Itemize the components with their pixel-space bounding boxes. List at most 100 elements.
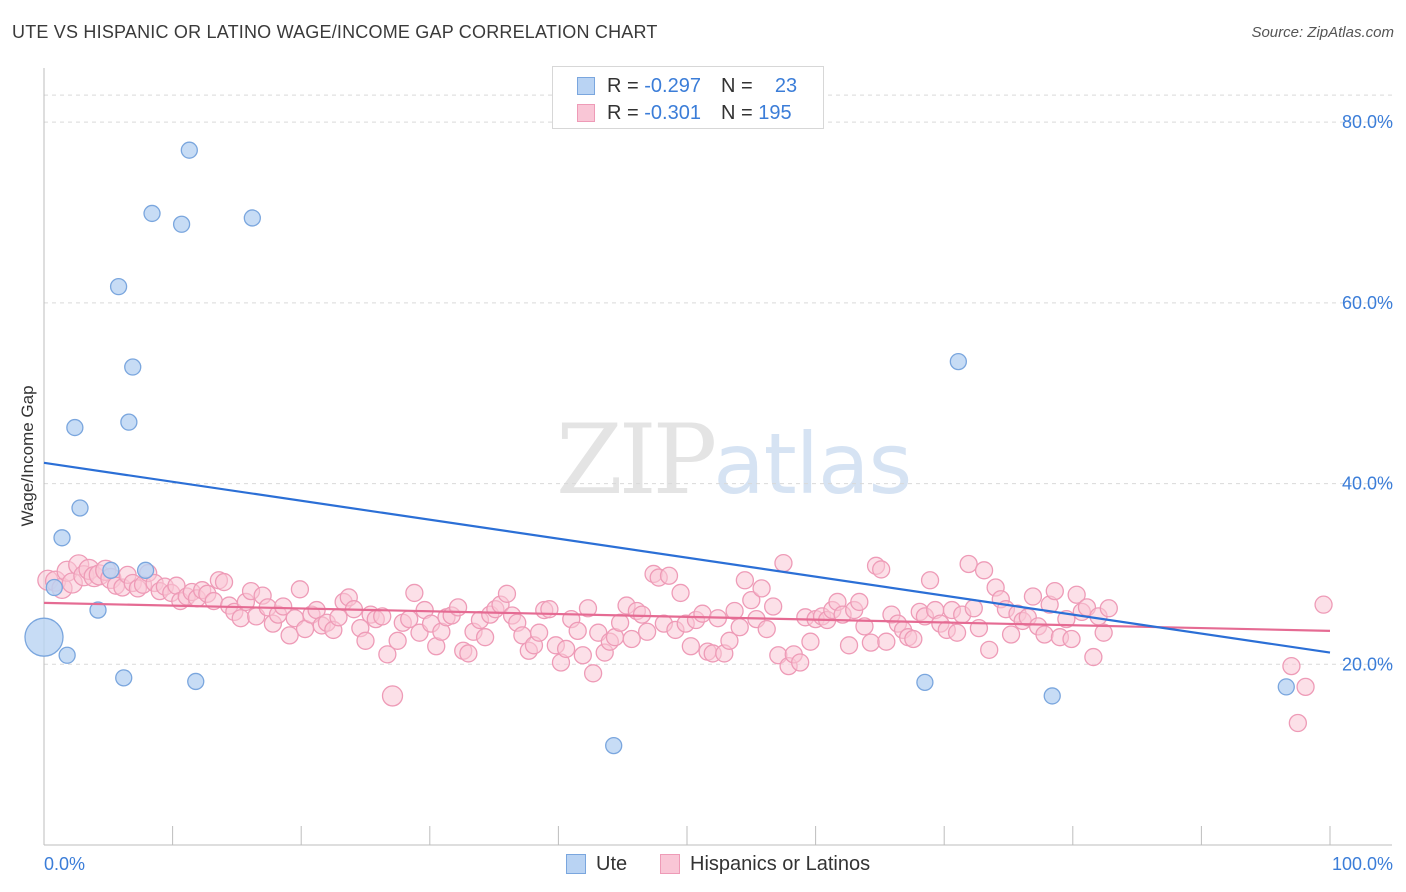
ute-point <box>172 215 191 233</box>
hispanic-point <box>1314 595 1333 614</box>
bottom-swatch-hispanic <box>660 854 680 874</box>
hispanic-point <box>610 613 630 632</box>
hispanic-point <box>742 590 761 610</box>
hispanic-point <box>720 631 739 650</box>
hispanic-point <box>947 623 967 642</box>
legend-r-value: -0.301 <box>644 101 701 124</box>
hispanic-point <box>801 632 820 651</box>
ute-point <box>109 277 128 296</box>
ute-point <box>45 578 63 597</box>
hispanic-point <box>632 605 652 624</box>
hispanic-point <box>774 553 793 573</box>
x-tick-label: 100.0% <box>1332 854 1393 874</box>
y-tick-label: 20.0% <box>1342 654 1393 674</box>
hispanic-points <box>37 553 1333 733</box>
hispanic-point <box>1067 585 1086 604</box>
bottom-legend-ute: Ute <box>566 852 627 876</box>
ute-point <box>120 413 138 431</box>
bottom-legend-hispanic: Hispanics or Latinos <box>660 852 870 876</box>
hispanic-point <box>980 640 999 659</box>
hispanic-point <box>791 653 810 672</box>
hispanic-point <box>861 633 881 652</box>
legend-r-value: -0.297 <box>644 74 701 97</box>
hispanic-point <box>459 644 478 663</box>
bottom-legend-ute-label: Ute <box>596 852 628 875</box>
legend-n-value: 23 <box>774 74 798 97</box>
hispanic-point <box>920 571 940 590</box>
hispanic-point <box>1099 599 1118 618</box>
hispanic-point <box>280 626 299 645</box>
hispanic-point <box>735 571 755 590</box>
hispanic-point <box>877 632 896 651</box>
trend-lines <box>43 461 1331 654</box>
hispanic-point <box>274 597 293 616</box>
ute-point <box>24 617 64 657</box>
hispanic-point <box>373 607 392 626</box>
hispanic-point <box>583 664 603 683</box>
ute-point <box>180 141 198 159</box>
legend-r-label: R = <box>607 101 639 124</box>
legend-row-ute: R = -0.297 N = 23 <box>577 75 797 97</box>
legend-row-hispanic: R = -0.301 N = 195 <box>577 102 792 124</box>
hispanic-point <box>904 629 923 649</box>
legend-n-label: N = <box>720 101 753 124</box>
ute-point <box>58 646 76 664</box>
hispanic-point <box>356 631 375 650</box>
ute-point <box>124 358 142 376</box>
ute-point <box>136 561 155 579</box>
ute-point <box>187 672 205 691</box>
watermark-zip: ZIP <box>556 404 717 516</box>
hispanic-point <box>622 629 641 649</box>
bottom-legend-hispanic-label: Hispanics or Latinos <box>690 852 871 875</box>
hispanic-point <box>725 601 744 621</box>
y-tick-label: 60.0% <box>1342 293 1393 313</box>
hispanic-point <box>529 623 549 642</box>
hispanic-point <box>855 617 874 636</box>
ute-point <box>243 209 261 227</box>
chart-title: UTE VS HISPANIC OR LATINO WAGE/INCOME GA… <box>12 22 658 42</box>
hispanic-point <box>381 685 404 707</box>
ute-point <box>916 673 934 692</box>
ute-point <box>949 352 967 371</box>
watermark-atlas: atlas <box>713 415 912 513</box>
ute-point <box>53 529 71 547</box>
hispanic-point <box>231 609 250 628</box>
hispanic-point <box>578 599 598 618</box>
hispanic-point <box>573 646 592 665</box>
hispanic-point <box>540 600 559 619</box>
hispanic-point <box>752 579 771 598</box>
tick-labels: 20.0% 40.0% 60.0% 80.0% 0.0% 100.0% <box>44 112 1393 874</box>
hispanic-point <box>839 636 859 655</box>
hispanic-point <box>1094 623 1113 642</box>
hispanic-point <box>764 597 783 616</box>
ute-point <box>115 669 133 687</box>
hispanic-point <box>974 561 994 580</box>
source-label: Source: ZipAtlas.com <box>1251 24 1394 41</box>
hispanic-point <box>637 622 657 641</box>
hispanic-point <box>730 618 749 637</box>
hispanic-point <box>329 608 348 627</box>
correlation-legend: R = -0.297 N = 23 R = -0.301 N = 195 <box>552 66 824 129</box>
bottom-swatch-ute <box>566 854 586 874</box>
hispanic-point <box>1084 647 1103 667</box>
ute-point <box>66 418 84 437</box>
hispanic-point <box>388 631 407 650</box>
ute-point <box>89 601 107 619</box>
hispanic-point <box>1035 625 1054 644</box>
watermark: ZIPatlas <box>556 404 912 516</box>
grid-lines <box>44 94 1392 665</box>
hispanic-point <box>959 554 978 574</box>
hispanic-point <box>568 621 587 641</box>
hispanic-point <box>475 628 495 647</box>
legend-n-value: 195 <box>758 101 792 124</box>
hispanic-point <box>681 637 701 656</box>
hispanic-point <box>405 583 424 603</box>
hispanic-point <box>1023 587 1043 606</box>
y-tick-label: 40.0% <box>1342 474 1393 494</box>
x-tick-label: 0.0% <box>44 854 85 874</box>
ute-trend-line <box>43 461 1331 654</box>
ute-point <box>605 736 623 755</box>
legend-swatch-ute <box>577 77 595 95</box>
hispanic-point <box>671 583 690 603</box>
axes <box>43 68 1392 846</box>
